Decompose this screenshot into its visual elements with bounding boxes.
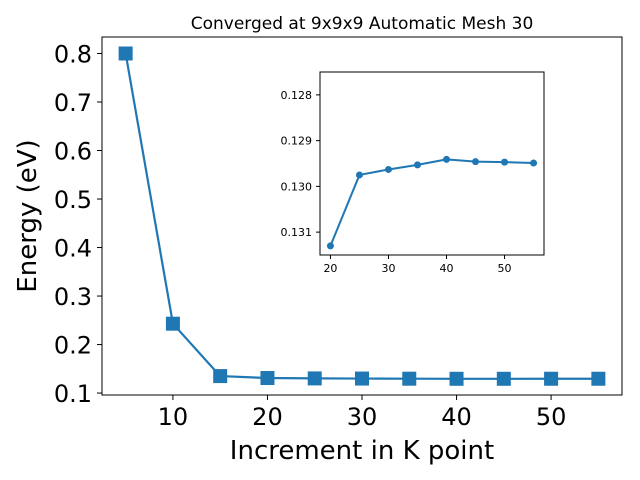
y-tick-label: 0.5 (54, 186, 92, 214)
y-tick-label: 0.129 (281, 135, 313, 148)
x-tick-label: 40 (440, 262, 454, 275)
data-point (544, 371, 559, 386)
x-tick-label: 50 (498, 262, 512, 275)
data-point (530, 159, 538, 167)
data-point (213, 369, 228, 384)
x-tick-label: 20 (323, 262, 337, 275)
data-point (326, 242, 334, 250)
y-tick-label: 0.7 (54, 89, 92, 117)
x-tick-label: 40 (441, 403, 472, 431)
y-tick-label: 0.131 (281, 226, 313, 239)
main-plot-frame (101, 36, 623, 396)
data-point (501, 158, 509, 166)
y-tick-label: 0.8 (54, 40, 92, 68)
y-tick-label: 0.6 (54, 138, 92, 166)
y-tick-label: 0.1 (54, 380, 92, 408)
data-point (355, 171, 363, 179)
main-ticks: 10 20 30 40 50 0.1 0.2 0.3 0.4 0.5 0.6 0.7 0.8 (54, 40, 567, 431)
x-tick-label: 50 (536, 403, 567, 431)
data-point (472, 158, 480, 166)
data-point (118, 46, 133, 61)
data-point (307, 371, 322, 386)
inset-plot-frame (319, 71, 545, 256)
y-tick-label: 0.130 (281, 180, 313, 193)
inset-ticks: 20 30 40 50 0.128 0.129 0.130 0.131 (281, 89, 512, 275)
y-tick-label: 0.3 (54, 283, 92, 311)
x-tick-label: 10 (158, 403, 189, 431)
data-point (402, 371, 417, 386)
inset-series (326, 155, 538, 250)
data-point (355, 371, 369, 386)
main-series (118, 46, 606, 386)
inset-plot-background (320, 72, 544, 255)
chart-title: Converged at 9x9x9 Automatic Mesh 30 (191, 14, 534, 34)
y-tick-label: 0.4 (54, 235, 92, 263)
x-axis-label: Increment in K point (230, 436, 494, 466)
main-plot: Converged at 9x9x9 Automatic Mesh 30 10 2… (13, 14, 623, 466)
data-point (449, 371, 464, 386)
x-tick-label: 20 (252, 403, 283, 431)
data-point (443, 155, 451, 163)
data-point (413, 161, 421, 169)
data-point (165, 316, 180, 331)
data-point (260, 371, 275, 386)
y-tick-label: 0.2 (54, 332, 92, 360)
x-tick-label: 30 (381, 262, 395, 275)
data-point (591, 371, 606, 386)
y-axis-label: Energy (eV) (13, 139, 43, 292)
y-tick-label: 0.128 (281, 89, 313, 102)
series-line (329, 158, 534, 247)
data-point (496, 371, 511, 386)
inset-plot: 20 30 40 50 0.128 0.129 0.130 0.131 (281, 71, 545, 275)
data-point (384, 165, 392, 173)
x-tick-label: 30 (347, 403, 378, 431)
